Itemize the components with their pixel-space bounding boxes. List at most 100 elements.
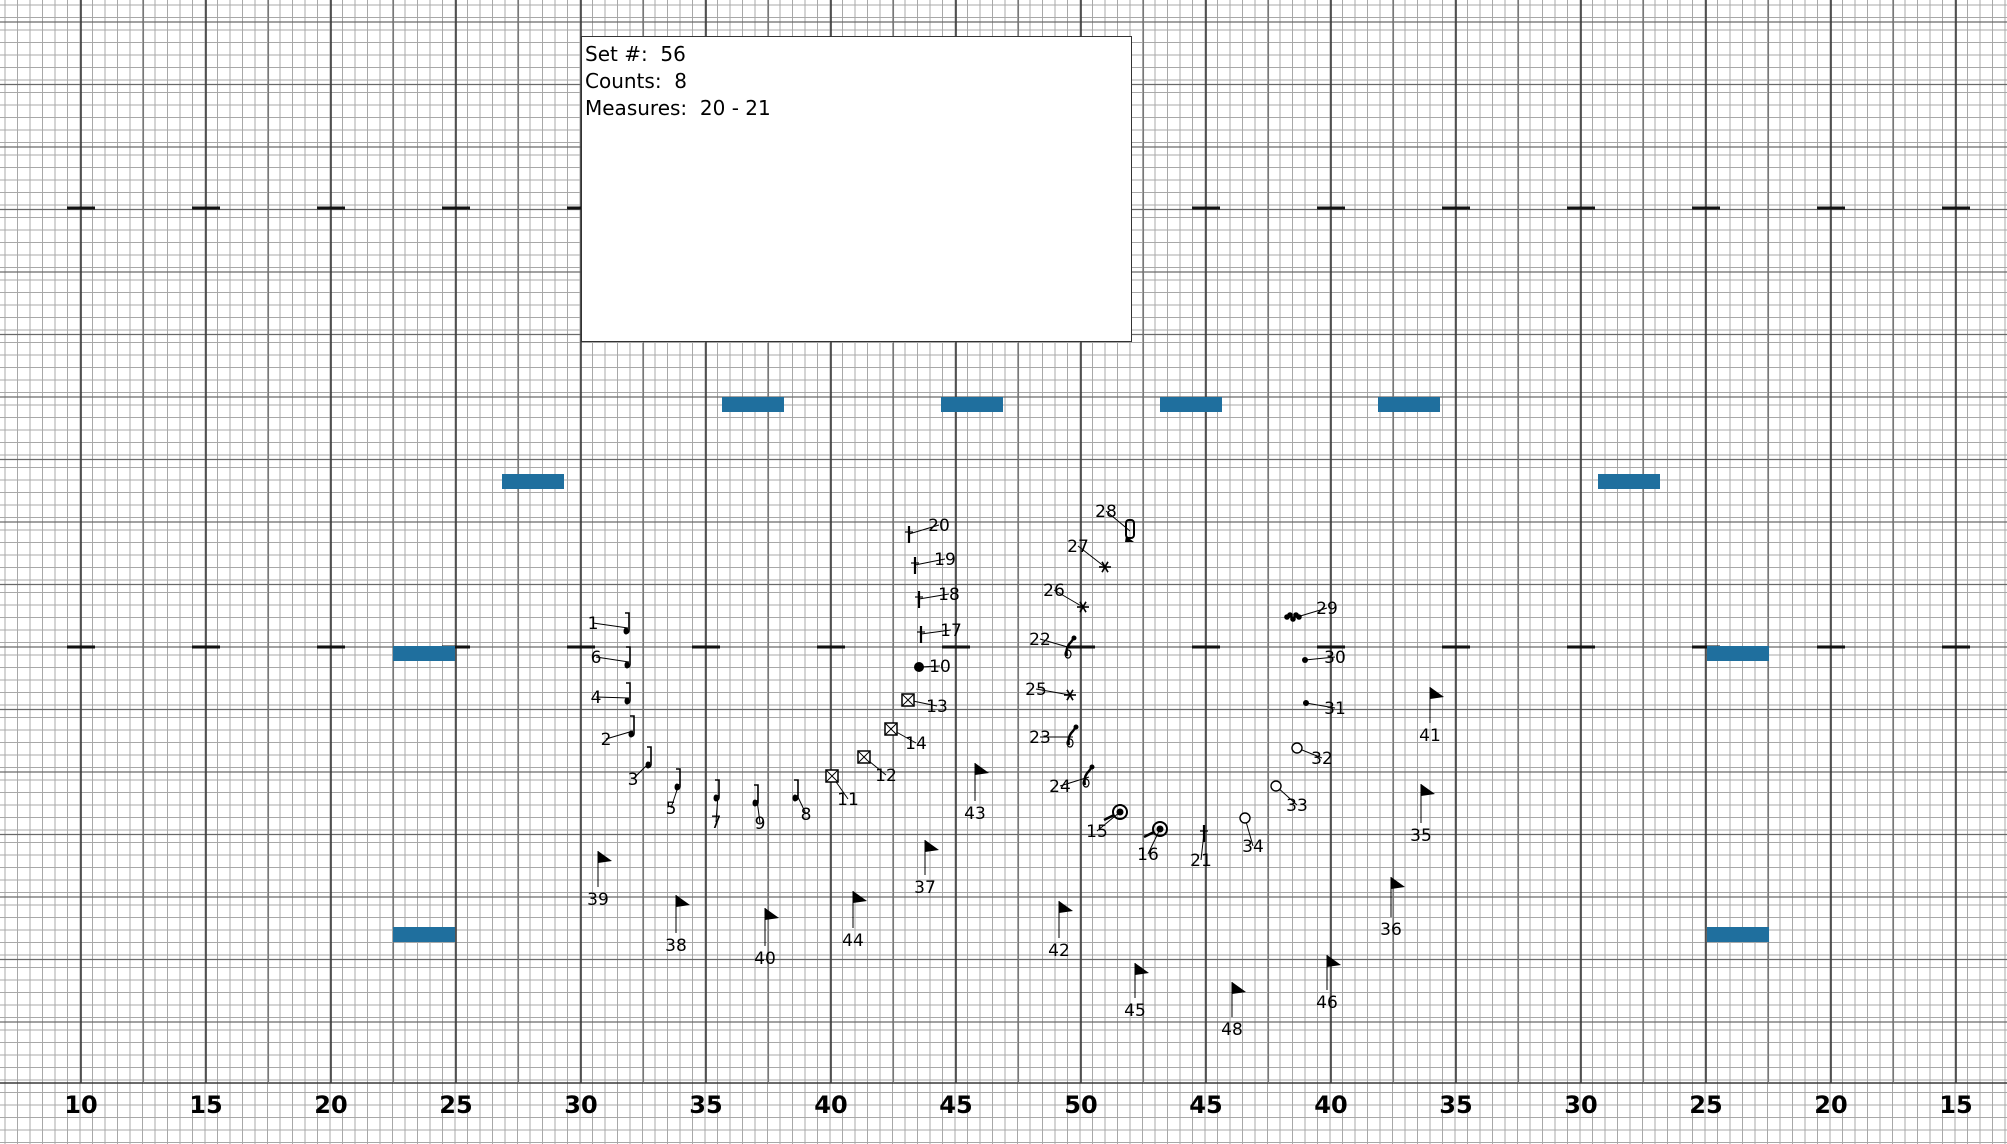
performer-label: 32 (1311, 749, 1333, 769)
label-leader (1147, 828, 1161, 855)
performer-2[interactable]: 2 (601, 715, 635, 750)
performer-26[interactable]: 26 (1043, 581, 1089, 613)
yard-label: 25 (1689, 1091, 1722, 1119)
performer-38[interactable]: 38 (665, 895, 690, 956)
yard-label: 30 (564, 1091, 597, 1119)
label-leader (1053, 589, 1084, 608)
drum-icon (1125, 519, 1135, 539)
open-circle-icon (1239, 812, 1251, 824)
performer-9[interactable]: 9 (752, 784, 766, 834)
performer-12[interactable]: 12 (857, 750, 897, 786)
performer-14[interactable]: 14 (884, 722, 927, 754)
performer-label: 22 (1029, 630, 1051, 650)
performer-label: 21 (1190, 851, 1212, 871)
label-leader (908, 524, 940, 535)
performer-5[interactable]: 5 (666, 768, 681, 819)
performer-1[interactable]: 1 (588, 612, 630, 635)
performer-label: 5 (666, 799, 677, 819)
label-leader (1296, 607, 1328, 618)
performer-20[interactable]: 20 (905, 516, 950, 543)
open-circle-icon (1291, 742, 1303, 754)
performer-11[interactable]: 11 (825, 769, 859, 810)
dot-icon (914, 662, 924, 672)
label-leader (920, 629, 952, 635)
performer-19[interactable]: 19 (911, 550, 956, 574)
performer-28[interactable]: 28 (1095, 502, 1135, 542)
performer-label: 11 (837, 790, 859, 810)
performer-21[interactable]: 21 (1190, 825, 1212, 871)
performer-34[interactable]: 34 (1239, 812, 1264, 857)
yard-marker (941, 397, 1003, 412)
performer-16[interactable]: 16 (1137, 821, 1168, 865)
flag-icon (1421, 784, 1435, 796)
performer-label: 40 (754, 949, 776, 969)
performer-22[interactable]: 22 (1029, 630, 1077, 659)
performer-label: 1 (588, 614, 599, 634)
yard-line-labels: 10 15 20 25 30 35 40 45 50 45 40 35 30 25 20 15 (64, 1091, 1972, 1119)
star-icon (1077, 601, 1089, 613)
performer-label: 25 (1025, 680, 1047, 700)
yard-label: 45 (1189, 1091, 1222, 1119)
performer-8[interactable]: 8 (792, 779, 812, 825)
label-leader (918, 593, 950, 600)
flag-icon (1135, 963, 1149, 975)
yard-marker (393, 646, 455, 661)
yard-label: 15 (1939, 1091, 1972, 1119)
set-number-row: Set #: 56 (585, 41, 1128, 68)
small-dot-icon (1302, 657, 1308, 663)
yard-label: 15 (189, 1091, 222, 1119)
performer-label: 12 (875, 766, 897, 786)
performer-42[interactable]: 42 (1048, 901, 1073, 961)
measures-row: Measures: 20 - 21 (585, 95, 1128, 122)
performer-24[interactable]: 24 (1049, 764, 1095, 798)
performer-10[interactable]: 10 (914, 657, 951, 677)
yard-marker (393, 927, 455, 942)
major-yard-lines (0, 0, 2007, 1084)
performer-13[interactable]: 13 (901, 693, 948, 717)
performer-25[interactable]: 25 (1025, 680, 1076, 701)
performer-7[interactable]: 7 (711, 779, 722, 833)
performer-15[interactable]: 15 (1086, 804, 1128, 842)
yard-label: 35 (689, 1091, 722, 1119)
performer-31[interactable]: 31 (1303, 699, 1346, 719)
performer-label: 4 (591, 688, 602, 708)
label-leader (595, 696, 630, 699)
performer-36[interactable]: 36 (1380, 877, 1405, 940)
dot-cluster-icon (1293, 612, 1299, 618)
performer-27[interactable]: 27 (1067, 537, 1111, 573)
counts-label: Counts: (585, 69, 662, 93)
yard-label: 20 (314, 1091, 347, 1119)
performer-30[interactable]: 30 (1302, 648, 1346, 668)
flag-icon (676, 895, 690, 907)
performer-17[interactable]: 17 (917, 621, 962, 643)
performer-32[interactable]: 32 (1291, 742, 1333, 769)
performer-46[interactable]: 46 (1316, 955, 1341, 1013)
yard-marker (1598, 474, 1660, 489)
performer-4[interactable]: 4 (591, 682, 631, 708)
performer-35[interactable]: 35 (1410, 784, 1435, 846)
yard-label: 40 (1314, 1091, 1347, 1119)
performer-48[interactable]: 48 (1221, 982, 1246, 1040)
performer-45[interactable]: 45 (1124, 963, 1149, 1021)
yard-marker (1160, 397, 1222, 412)
performer-33[interactable]: 33 (1270, 780, 1308, 816)
performer-43[interactable]: 43 (964, 763, 989, 824)
performer-29[interactable]: 29 (1284, 599, 1338, 622)
flag-icon (1059, 901, 1073, 913)
tuba-icon (1152, 821, 1168, 837)
performer-39[interactable]: 39 (587, 851, 612, 910)
performer-40[interactable]: 40 (754, 908, 779, 969)
performer-3[interactable]: 3 (628, 746, 652, 790)
flag-icon (853, 891, 867, 903)
performer-23[interactable]: 23 (1029, 724, 1079, 749)
performer-41[interactable]: 41 (1419, 687, 1444, 746)
flag-icon (765, 908, 779, 920)
performer-label: 39 (587, 890, 609, 910)
performer-6[interactable]: 6 (591, 646, 631, 669)
performer-18[interactable]: 18 (915, 585, 960, 608)
performer-44[interactable]: 44 (842, 891, 867, 951)
performer-label: 16 (1137, 845, 1159, 865)
performer-37[interactable]: 37 (914, 840, 939, 898)
